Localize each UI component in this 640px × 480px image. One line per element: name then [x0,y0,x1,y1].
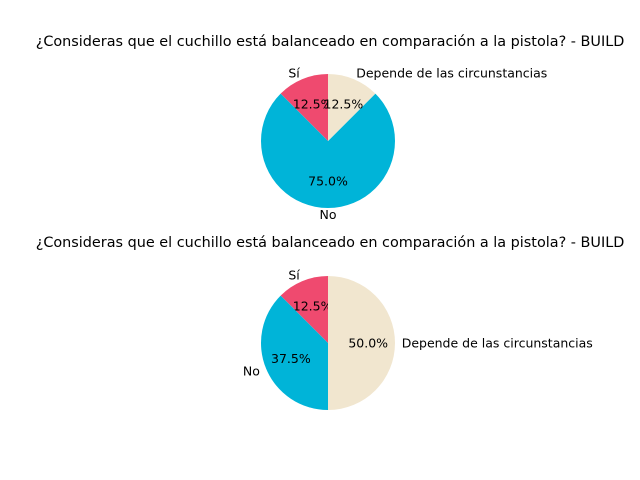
pie-bottom: Sí 12.5% No 37.5% Depende de las circunstanc… [243,267,593,410]
category-label-depende: Depende de las circunstancias [356,65,547,80]
chart-title-bottom: ¿Consideras que el cuchillo está balance… [36,235,625,251]
percent-label-no: 75.0% [308,174,348,189]
pie-slice-depende [328,74,376,141]
category-label-depende: Depende de las circunstancias [402,336,593,351]
pie-chart-top: ¿Consideras que el cuchillo está balance… [36,34,625,222]
percent-label-no: 37.5% [271,351,311,366]
percent-label-depende: 12.5% [324,96,364,111]
category-label-si: Sí [288,65,300,80]
category-label-no: No [243,364,260,379]
pie-slice-si [280,276,328,343]
pie-chart-bottom: ¿Consideras que el cuchillo está balance… [36,235,625,410]
percent-label-si: 12.5% [293,298,333,313]
category-label-no: No [320,207,337,222]
percent-label-si: 12.5% [293,96,333,111]
pie-slice-no [260,93,395,208]
chart-title-top: ¿Consideras que el cuchillo está balance… [36,34,625,50]
category-label-si: Sí [288,267,300,282]
pie-slice-depende [328,276,395,410]
pie-top: Sí 12.5% No 75.0% Depende de las circunstanc… [260,65,547,222]
percent-label-depende: 50.0% [348,336,388,351]
pie-slice-no [260,295,328,410]
pie-slice-si [280,74,328,141]
